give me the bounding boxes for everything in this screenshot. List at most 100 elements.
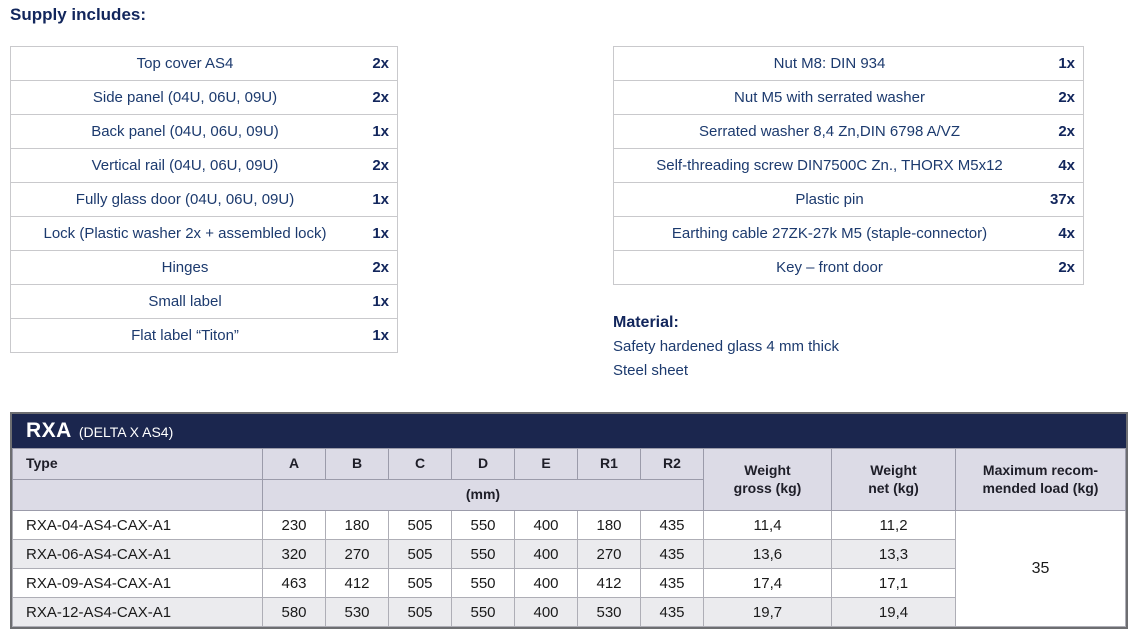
supply-item-row: Plastic pin 37x: [613, 183, 1084, 217]
cell-c: 505: [388, 539, 452, 569]
cell-weight-net: 17,1: [831, 568, 956, 598]
material-line: Steel sheet: [613, 362, 689, 379]
weight-gross-line2: gross (kg): [733, 479, 802, 496]
supply-item-qty: 4x: [1058, 225, 1075, 242]
col-header-r2: R2: [640, 448, 704, 480]
supply-item-row: Small label 1x: [10, 285, 398, 319]
col-header-b: B: [325, 448, 389, 480]
cell-r2: 435: [640, 597, 704, 627]
weight-net-line1: Weight: [870, 462, 917, 478]
spec-table-title-bar: RXA (DELTA X AS4): [12, 414, 1126, 448]
supply-item-label: Nut M8: DIN 934: [773, 55, 886, 72]
cell-r2: 435: [640, 510, 704, 540]
cell-r1: 180: [577, 510, 641, 540]
supply-item-qty: 1x: [372, 293, 389, 310]
spec-table-section: RXA (DELTA X AS4) Type A B C D E R1 R2 W…: [10, 412, 1128, 629]
cell-a: 463: [262, 568, 326, 598]
supply-item-row: Hinges 2x: [10, 251, 398, 285]
col-header-a: A: [262, 448, 326, 480]
cell-b: 530: [325, 597, 389, 627]
supply-item-qty: 4x: [1058, 157, 1075, 174]
supply-item-label: Flat label “Titon”: [131, 327, 239, 344]
weight-gross-line1: Weight: [744, 462, 791, 478]
cell-weight-net: 13,3: [831, 539, 956, 569]
cell-type: RXA-12-AS4-CAX-A1: [12, 597, 263, 627]
supply-item-label: Lock (Plastic washer 2x + assembled lock…: [43, 225, 327, 242]
supply-item-qty: 1x: [372, 123, 389, 140]
supply-item-row: Vertical rail (04U, 06U, 09U) 2x: [10, 149, 398, 183]
supply-item-qty: 2x: [372, 259, 389, 276]
cell-e: 400: [514, 597, 578, 627]
cell-a: 580: [262, 597, 326, 627]
cell-r1: 530: [577, 597, 641, 627]
supply-item-qty: 1x: [372, 225, 389, 242]
supply-item-row: Back panel (04U, 06U, 09U) 1x: [10, 115, 398, 149]
supply-item-label: Side panel (04U, 06U, 09U): [92, 89, 278, 106]
cell-c: 505: [388, 510, 452, 540]
supply-item-qty: 2x: [1058, 259, 1075, 276]
material-line: Safety hardened glass 4 mm thick: [613, 338, 839, 355]
cell-b: 412: [325, 568, 389, 598]
supply-item-qty: 2x: [372, 89, 389, 106]
cell-weight-net: 19,4: [831, 597, 956, 627]
supply-item-label: Hinges: [161, 259, 209, 276]
supply-item-row: Lock (Plastic washer 2x + assembled lock…: [10, 217, 398, 251]
supply-item-label: Serrated washer 8,4 Zn,DIN 6798 A/VZ: [699, 123, 960, 140]
cell-weight-gross: 19,7: [703, 597, 832, 627]
spec-data-row: RXA-04-AS4-CAX-A1 230 180 505 550 400 18…: [12, 510, 1126, 627]
spec-table-title: RXA: [26, 419, 72, 442]
supply-item-label: Plastic pin: [795, 191, 864, 208]
cell-type: RXA-04-AS4-CAX-A1: [12, 510, 263, 540]
col-header-max-load: Maximum recom- mended load (kg): [955, 448, 1126, 511]
cell-weight-gross: 13,6: [703, 539, 832, 569]
supply-item-label: Top cover AS4: [136, 55, 234, 72]
cell-a: 320: [262, 539, 326, 569]
cell-d: 550: [451, 539, 515, 569]
cell-d: 550: [451, 568, 515, 598]
supply-list-right: Nut M8: DIN 934 1x Nut M5 with serrated …: [613, 46, 1084, 285]
supply-item-qty: 1x: [372, 191, 389, 208]
material-section: Material: Safety hardened glass 4 mm thi…: [613, 311, 839, 383]
cell-type: RXA-09-AS4-CAX-A1: [12, 568, 263, 598]
col-header-weight-net: Weight net (kg): [831, 448, 956, 511]
col-header-unit: (mm): [262, 479, 704, 511]
supply-item-qty: 2x: [1058, 123, 1075, 140]
spec-data-row: RXA-06-AS4-CAX-A1 320 270 505 550 400 27…: [12, 539, 1126, 569]
cell-weight-gross: 17,4: [703, 568, 832, 598]
cell-max-load: 35: [955, 510, 1126, 627]
col-header-c: C: [388, 448, 452, 480]
cell-b: 270: [325, 539, 389, 569]
cell-r2: 435: [640, 568, 704, 598]
supply-item-label: Key – front door: [776, 259, 883, 276]
supply-item-label: Vertical rail (04U, 06U, 09U): [91, 157, 279, 174]
col-header-type-empty: [12, 479, 263, 511]
col-header-d: D: [451, 448, 515, 480]
supply-item-qty: 2x: [1058, 89, 1075, 106]
col-header-type: Type: [12, 448, 263, 480]
supply-item-row: Nut M5 with serrated washer 2x: [613, 81, 1084, 115]
spec-table-subtitle: (DELTA X AS4): [78, 424, 174, 440]
max-load-line1: Maximum recom-: [982, 462, 1099, 478]
supply-item-row: Top cover AS4 2x: [10, 47, 398, 81]
supply-item-row: Flat label “Titon” 1x: [10, 319, 398, 353]
cell-type: RXA-06-AS4-CAX-A1: [12, 539, 263, 569]
cell-d: 550: [451, 597, 515, 627]
cell-b: 180: [325, 510, 389, 540]
cell-c: 505: [388, 568, 452, 598]
spec-data-row: RXA-12-AS4-CAX-A1 580 530 505 550 400 53…: [12, 597, 1126, 627]
supply-item-label: Nut M5 with serrated washer: [734, 89, 925, 106]
cell-d: 550: [451, 510, 515, 540]
supply-item-qty: 37x: [1049, 191, 1075, 208]
supply-item-row: Serrated washer 8,4 Zn,DIN 6798 A/VZ 2x: [613, 115, 1084, 149]
supply-item-row: Self-threading screw DIN7500C Zn., THORX…: [613, 149, 1084, 183]
supply-item-label: Fully glass door (04U, 06U, 09U): [75, 191, 295, 208]
supply-item-label: Back panel (04U, 06U, 09U): [91, 123, 279, 140]
supply-item-qty: 1x: [1058, 55, 1075, 72]
supply-item-row: Key – front door 2x: [613, 251, 1084, 285]
cell-r2: 435: [640, 539, 704, 569]
supply-item-row: Side panel (04U, 06U, 09U) 2x: [10, 81, 398, 115]
col-header-weight-gross: Weight gross (kg): [703, 448, 832, 511]
cell-r1: 412: [577, 568, 641, 598]
supply-item-label: Small label: [148, 293, 222, 310]
cell-c: 505: [388, 597, 452, 627]
